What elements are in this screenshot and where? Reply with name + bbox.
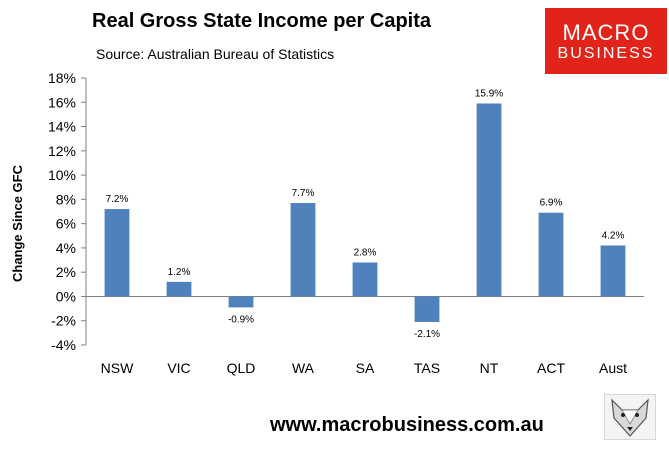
- x-tick-label: ACT: [537, 360, 565, 376]
- bar: [352, 262, 378, 297]
- bar: [228, 296, 254, 308]
- y-tick-label: 8%: [56, 191, 76, 207]
- page-title: Real Gross State Income per Capita: [92, 10, 432, 32]
- y-tick-label: 16%: [48, 94, 76, 110]
- x-tick-label: VIC: [167, 360, 190, 376]
- macrobusiness-logo: MACRO BUSINESS: [545, 8, 667, 74]
- y-axis-title: Change Since GFC: [10, 164, 25, 282]
- data-label: 2.8%: [354, 247, 377, 258]
- data-label: -2.1%: [414, 329, 440, 340]
- data-label: 1.2%: [168, 267, 191, 278]
- y-tick-label: 10%: [48, 167, 76, 183]
- bar: [290, 203, 316, 297]
- bar: [104, 209, 130, 297]
- x-tick-label: WA: [292, 360, 315, 376]
- y-tick-label: -2%: [51, 313, 76, 329]
- data-label: 7.7%: [292, 188, 315, 199]
- y-tick-label: 4%: [56, 240, 76, 256]
- data-label: 6.9%: [540, 198, 563, 209]
- website-url: www.macrobusiness.com.au: [270, 414, 544, 436]
- x-tick-label: QLD: [227, 360, 256, 376]
- y-tick-label: 0%: [56, 288, 76, 304]
- data-label: 7.2%: [106, 194, 129, 205]
- bar: [538, 212, 564, 297]
- x-tick-label: NSW: [101, 360, 134, 376]
- bar: [600, 245, 626, 297]
- data-label: 4.2%: [602, 230, 625, 241]
- y-tick-label: 2%: [56, 264, 76, 280]
- bar: [166, 281, 192, 297]
- x-tick-label: Aust: [599, 360, 627, 376]
- x-tick-label: TAS: [414, 360, 440, 376]
- bar: [414, 296, 440, 322]
- bar: [476, 103, 502, 297]
- data-label: -0.9%: [228, 314, 254, 325]
- y-tick-label: 6%: [56, 216, 76, 232]
- y-tick-label: 12%: [48, 143, 76, 159]
- x-tick-label: NT: [480, 360, 499, 376]
- fox-mascot-icon: [603, 393, 657, 441]
- x-tick-label: SA: [356, 360, 375, 376]
- chart-subtitle: Source: Australian Bureau of Statistics: [96, 46, 335, 62]
- logo-line-1: MACRO: [562, 20, 650, 45]
- y-tick-label: -4%: [51, 337, 76, 353]
- y-tick-label: 18%: [48, 70, 76, 86]
- logo-line-2: BUSINESS: [557, 45, 655, 62]
- y-tick-label: 14%: [48, 119, 76, 135]
- data-label: 15.9%: [475, 88, 503, 99]
